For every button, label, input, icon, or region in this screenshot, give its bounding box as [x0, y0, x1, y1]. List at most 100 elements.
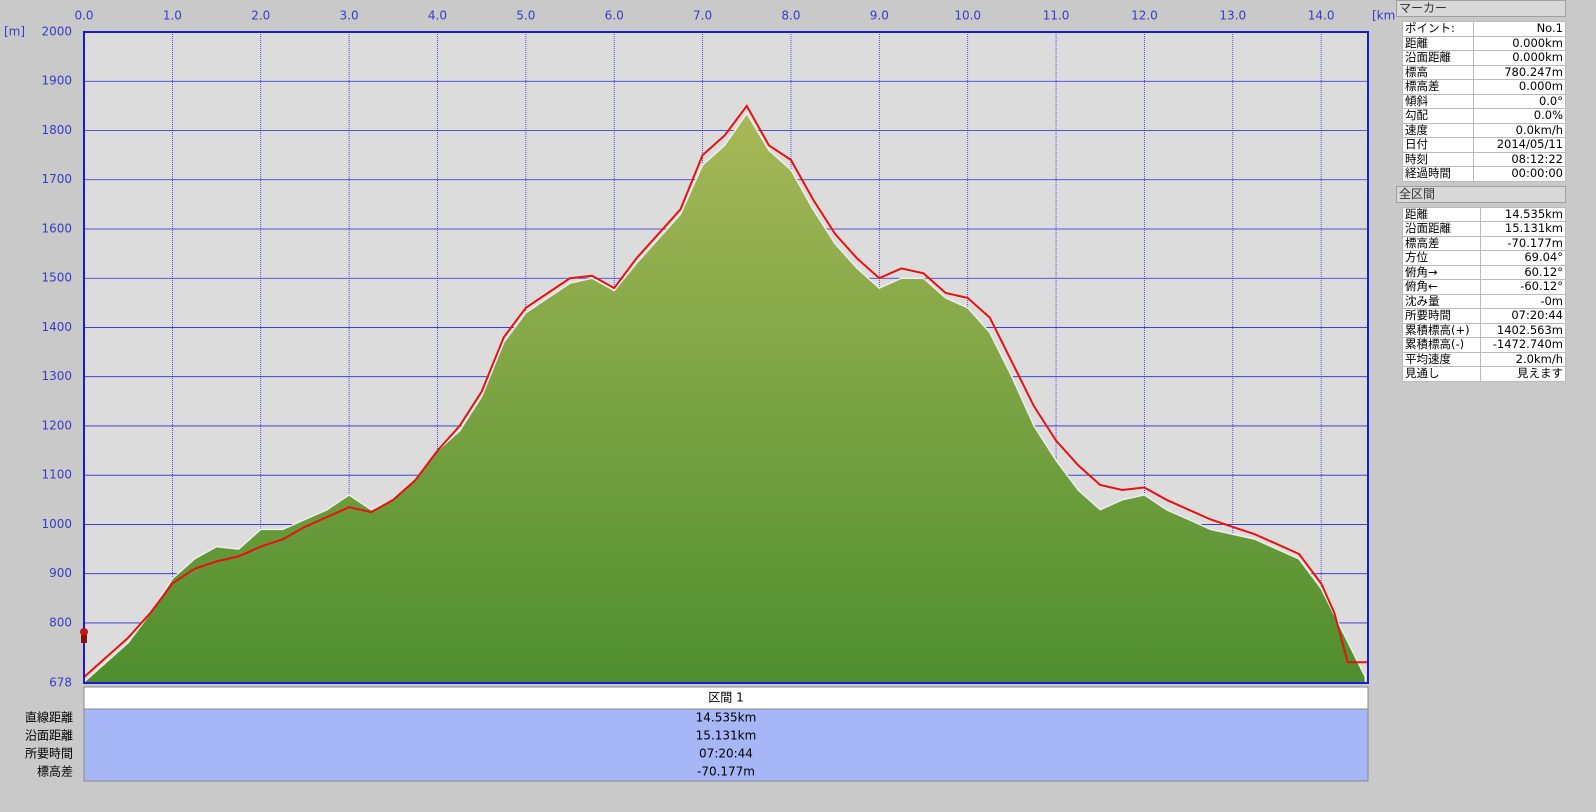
info-label: 日付 — [1402, 137, 1474, 153]
info-label: 沈み量 — [1401, 293, 1482, 309]
info-value: 780.247m — [1472, 64, 1567, 80]
info-row: 所要時間 07:20:44 — [1401, 308, 1566, 324]
info-row: 時刻 08:12:22 — [1402, 151, 1567, 167]
info-label: 距離 — [1402, 35, 1474, 51]
info-value: -0m — [1480, 293, 1566, 309]
plot-border — [83, 31, 1369, 684]
y-axis-unit: [m] — [4, 25, 25, 39]
x-tick-label: 7.0 — [693, 9, 712, 23]
info-value: 1402.563m — [1480, 322, 1566, 338]
x-tick-label: 5.0 — [516, 9, 535, 23]
info-label: 時刻 — [1402, 151, 1474, 167]
info-label: 平均速度 — [1401, 351, 1482, 367]
info-row: 傾斜 0.0° — [1402, 93, 1567, 109]
info-value: 08:12:22 — [1472, 151, 1567, 167]
info-value: 0.0km/h — [1472, 122, 1567, 138]
x-tick-label: 8.0 — [781, 9, 800, 23]
x-tick-label: 4.0 — [428, 9, 447, 23]
info-row: 経過時間 00:00:00 — [1402, 166, 1567, 182]
info-value: 0.000km — [1472, 50, 1567, 66]
x-tick-label: 9.0 — [870, 9, 889, 23]
info-value: 2014/05/11 — [1472, 137, 1567, 153]
y-tick-label: 900 — [49, 566, 72, 580]
interval-row-value: 15.131km — [696, 729, 757, 743]
x-tick-label: 12.0 — [1131, 9, 1158, 23]
interval-row-label: 所要時間 — [25, 747, 73, 761]
start-marker — [80, 628, 88, 643]
info-row: 見通し 見えます — [1401, 366, 1566, 382]
x-tick-label: 2.0 — [251, 9, 270, 23]
y-tick-label: 1400 — [41, 320, 72, 334]
x-tick-label: 3.0 — [340, 9, 359, 23]
info-value: -1472.740m — [1480, 337, 1566, 353]
interval-body — [83, 708, 1369, 782]
info-value: 0.000m — [1472, 79, 1567, 95]
info-value: No.1 — [1472, 21, 1567, 37]
info-value: 69.04° — [1480, 250, 1566, 266]
info-label: 沿面距離 — [1401, 221, 1482, 237]
info-row: 距離 0.000km — [1402, 35, 1567, 51]
info-row: 標高差 0.000m — [1402, 79, 1567, 95]
info-label: 勾配 — [1402, 108, 1474, 124]
x-tick-label: 14.0 — [1308, 9, 1335, 23]
info-value: 14.535km — [1480, 206, 1566, 222]
info-row: 沈み量 -0m — [1401, 293, 1566, 309]
info-label: 俯角← — [1401, 279, 1482, 295]
interval-row-value: -70.177m — [697, 765, 755, 779]
info-label: 標高差 — [1402, 79, 1474, 95]
section-panel-title: 全区間 — [1396, 185, 1566, 203]
info-row: 標高 780.247m — [1402, 64, 1567, 80]
info-label: 距離 — [1401, 206, 1482, 222]
info-label: 俯角→ — [1401, 264, 1482, 280]
info-row: 沿面距離 0.000km — [1402, 50, 1567, 66]
info-row: 俯角→ 60.12° — [1401, 264, 1566, 280]
info-row: 累積標高(+) 1402.563m — [1401, 322, 1566, 338]
info-row: 標高差 -70.177m — [1401, 235, 1566, 251]
info-label: 沿面距離 — [1402, 50, 1474, 66]
info-value: 00:00:00 — [1472, 166, 1567, 182]
info-value: 15.131km — [1480, 221, 1566, 237]
y-tick-label: 1000 — [41, 517, 72, 531]
info-value: 60.12° — [1480, 264, 1566, 280]
interval-row-label: 直線距離 — [25, 710, 73, 725]
marker-table: ポイント: No.1 距離 0.000km 沿面距離 0.000km 標高 780.247m 標… — [1402, 21, 1567, 182]
info-value: 0.0° — [1472, 93, 1567, 109]
info-value: 0.000km — [1472, 35, 1567, 51]
chart: [m] [km] 区間 1 直線距離 14.535km 沿面距離 15.131km 所要… — [4, 9, 1396, 782]
y-tick-label: 1500 — [41, 271, 72, 285]
y-tick-label: 1300 — [41, 369, 72, 383]
y-tick-label: 1900 — [41, 74, 72, 88]
info-label: ポイント: — [1402, 21, 1474, 37]
x-tick-label: 1.0 — [163, 9, 182, 23]
y-tick-label: 1700 — [41, 172, 72, 186]
x-tick-label: 6.0 — [605, 9, 624, 23]
info-row: 速度 0.0km/h — [1402, 122, 1567, 138]
info-row: 距離 14.535km — [1401, 206, 1566, 222]
y-tick-label: 1600 — [41, 221, 72, 235]
interval-row-label: 沿面距離 — [25, 729, 73, 743]
info-label: 見通し — [1401, 366, 1482, 382]
info-value: 見えます — [1480, 366, 1566, 382]
interval-header: 区間 1 — [708, 691, 743, 705]
interval-row-label: 標高差 — [37, 765, 73, 779]
interval-row-value: 07:20:44 — [699, 747, 753, 761]
info-value: -60.12° — [1480, 279, 1566, 295]
y-tick-label: 678 — [49, 676, 72, 690]
side-panel: マーカー ポイント: No.1 距離 0.000km 沿面距離 0.000km 標高 780.… — [1396, 0, 1567, 386]
info-value: 2.0km/h — [1480, 351, 1566, 367]
interval-row-value: 14.535km — [696, 711, 757, 725]
track-line — [83, 104, 1368, 678]
info-row: 沿面距離 15.131km — [1401, 221, 1566, 237]
info-label: 所要時間 — [1401, 308, 1482, 324]
info-label: 標高 — [1402, 64, 1474, 80]
info-value: 0.0% — [1472, 108, 1567, 124]
info-label: 累積標高(+) — [1401, 322, 1482, 338]
info-value: 07:20:44 — [1480, 308, 1566, 324]
info-label: 累積標高(-) — [1401, 337, 1482, 353]
marker-panel-title: マーカー — [1396, 0, 1566, 17]
info-label: 経過時間 — [1402, 166, 1474, 182]
terrain-area — [83, 111, 1367, 684]
x-tick-label: 11.0 — [1043, 9, 1070, 23]
